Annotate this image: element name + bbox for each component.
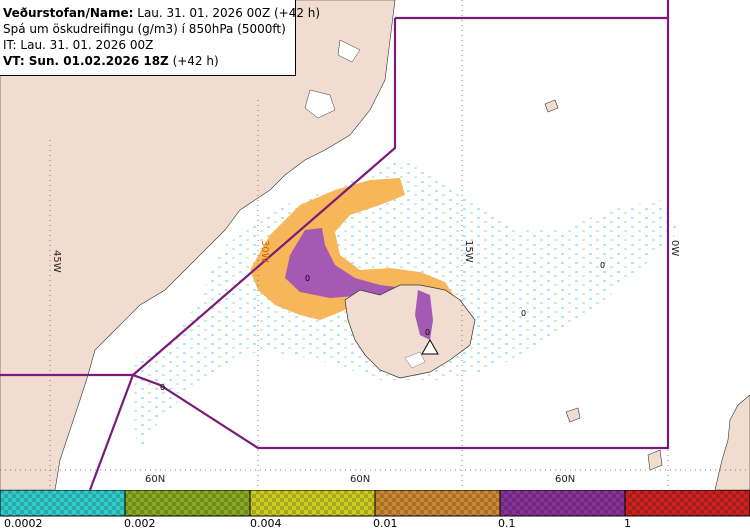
iceland-landmass	[344, 284, 476, 379]
scandinavia-coast	[714, 394, 750, 490]
legend-tick-label: 0.0002	[4, 517, 43, 530]
ash-high-concentration-iceland	[415, 290, 433, 340]
island	[647, 449, 663, 471]
concentration-legend	[0, 490, 750, 532]
map-canvas: 45W 30W 15W 0W 60N 60N 60N 0 0 0 0 0	[0, 0, 750, 490]
contour-label: 0	[160, 383, 165, 392]
legend-swatch-pattern	[625, 490, 750, 516]
legend-swatch-pattern	[250, 490, 375, 516]
legend-swatch-pattern	[0, 490, 125, 516]
greenland-landmass	[0, 0, 396, 490]
lat-label-60n: 60N	[350, 474, 370, 485]
info-line-name-value: Lau. 31. 01. 2026 00Z (+42 h)	[133, 6, 321, 20]
info-line-name: Veðurstofan/Name: Lau. 31. 01. 2026 00Z …	[3, 5, 320, 21]
legend-tick-label: 0.1	[498, 517, 516, 530]
contour-label: 0	[305, 274, 310, 283]
lat-label-60n: 60N	[145, 474, 165, 485]
legend-tick-label: 0.01	[373, 517, 398, 530]
legend-tick-label: 1	[624, 517, 631, 530]
contour-label: 0	[521, 309, 526, 318]
volcano-marker-icon	[421, 338, 439, 355]
legend-swatch-pattern	[125, 490, 250, 516]
island	[544, 99, 559, 113]
legend-tick-label: 0.002	[124, 517, 156, 530]
lon-label-30w: 30W	[259, 240, 270, 263]
lon-label-45w: 45W	[51, 250, 62, 273]
legend-swatch-pattern	[500, 490, 625, 516]
contour-label: 0	[425, 328, 430, 337]
legend-swatch-pattern	[375, 490, 500, 516]
info-line-valid-time-value: (+42 h)	[168, 54, 219, 68]
faroe-islands	[565, 407, 581, 423]
iceland-glacier	[404, 351, 426, 369]
legend-tick-label: 0.004	[250, 517, 282, 530]
info-line-name-label: Veðurstofan/Name:	[3, 6, 134, 20]
info-line-issue-time: IT: Lau. 31. 01. 2026 00Z	[3, 38, 154, 52]
lon-label-15w: 15W	[463, 240, 474, 263]
info-line-valid-time-label: VT: Sun. 01.02.2026 18Z	[3, 54, 169, 68]
forecast-info-panel: Veðurstofan/Name: Lau. 31. 01. 2026 00Z …	[0, 0, 320, 76]
greenland-fjord	[304, 89, 336, 119]
greenland-fjord	[337, 39, 361, 63]
lat-label-60n: 60N	[555, 474, 575, 485]
ash-high-concentration	[285, 228, 432, 335]
info-line-valid-time: VT: Sun. 01.02.2026 18Z (+42 h)	[3, 53, 295, 69]
fir-boundary	[0, 0, 670, 490]
info-line-description: Spá um öskudreifingu (g/m3) í 850hPa (50…	[3, 22, 286, 36]
lon-label-0w: 0W	[669, 240, 680, 256]
contour-label: 0	[600, 261, 605, 270]
